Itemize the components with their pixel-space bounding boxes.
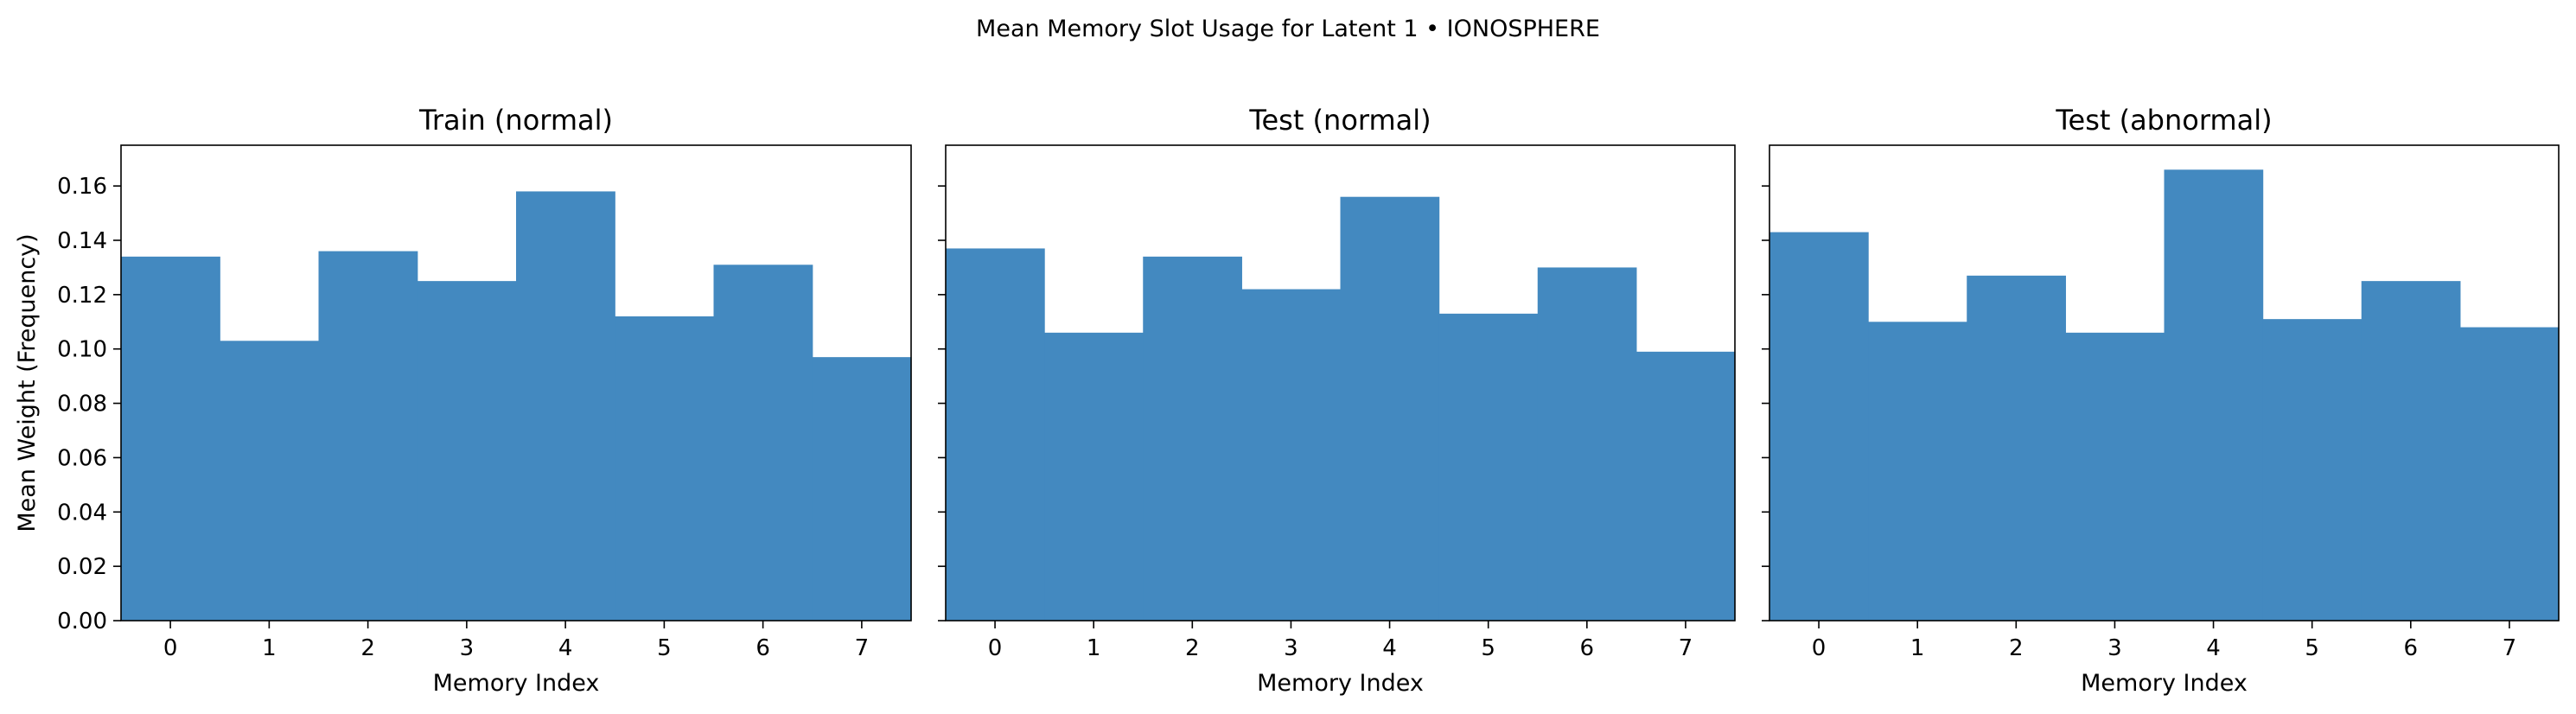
bar-7 <box>812 357 912 621</box>
y-axis-label: Mean Weight (Frequency) <box>14 233 41 532</box>
y-tick-label: 0.02 <box>57 554 107 580</box>
y-tick-label: 0.10 <box>57 337 107 363</box>
bar-7 <box>2459 327 2560 621</box>
y-tick-label: 0.04 <box>57 500 107 526</box>
bar-1 <box>1868 322 1967 621</box>
x-tick-label: 5 <box>657 635 672 661</box>
bar-1 <box>1044 332 1144 621</box>
x-tick-label: 4 <box>2206 635 2221 661</box>
bar-5 <box>1438 313 1539 621</box>
bar-0 <box>121 256 220 621</box>
x-tick-label: 1 <box>1087 635 1101 661</box>
x-tick-label: 6 <box>1580 635 1595 661</box>
figure-title: Mean Memory Slot Usage for Latent 1 • IO… <box>976 16 1600 42</box>
bar-4 <box>1340 196 1440 621</box>
x-axis-label: Memory Index <box>2081 670 2248 697</box>
x-tick-label: 6 <box>2404 635 2419 661</box>
panel-title: Test (abnormal) <box>2055 104 2272 137</box>
bar-3 <box>1241 289 1342 621</box>
x-tick-label: 6 <box>756 635 770 661</box>
x-tick-label: 2 <box>360 635 375 661</box>
x-tick-label: 3 <box>2107 635 2122 661</box>
y-tick-label: 0.14 <box>57 228 107 254</box>
x-tick-label: 2 <box>1185 635 1200 661</box>
x-tick-label: 0 <box>163 635 178 661</box>
plot-frame <box>945 144 1736 622</box>
bar-2 <box>1143 256 1242 621</box>
x-tick-label: 7 <box>2503 635 2517 661</box>
x-axis-label: Memory Index <box>433 670 600 697</box>
y-tick-label: 0.08 <box>57 392 107 418</box>
x-tick-label: 4 <box>1382 635 1397 661</box>
x-tick-label: 3 <box>460 635 475 661</box>
y-tick-label: 0.06 <box>57 445 107 471</box>
x-tick-label: 5 <box>2305 635 2319 661</box>
bar-5 <box>615 316 715 621</box>
bar-3 <box>2065 332 2165 621</box>
x-tick-label: 1 <box>1910 635 1925 661</box>
bar-2 <box>1967 275 2066 621</box>
y-tick-label: 0.12 <box>57 283 107 309</box>
bar-6 <box>1537 267 1637 621</box>
x-tick-label: 4 <box>558 635 573 661</box>
panel-title: Train (normal) <box>418 104 613 137</box>
bar-7 <box>1636 351 1736 621</box>
x-tick-label: 7 <box>1679 635 1693 661</box>
bar-6 <box>2361 281 2461 621</box>
chart-panels: Train (normal) 0 1 2 3 4 5 6 7 Memory Index 0.00 0.… <box>57 104 2560 697</box>
bar-3 <box>417 281 517 621</box>
x-axis-label: Memory Index <box>1257 670 1424 697</box>
panel-title: Test (normal) <box>1248 104 1431 137</box>
plot-frame <box>120 144 912 622</box>
bar-6 <box>713 265 813 621</box>
x-tick-label: 2 <box>2009 635 2024 661</box>
bar-4 <box>2164 169 2264 622</box>
x-tick-label: 5 <box>1481 635 1495 661</box>
bar-2 <box>318 251 418 621</box>
x-tick-label: 0 <box>988 635 1003 661</box>
plot-frame <box>1769 144 2560 622</box>
x-tick-label: 3 <box>1284 635 1298 661</box>
chart-panel-2: Test (abnormal) 0 1 2 3 4 5 6 7 Memory Index <box>1762 104 2560 697</box>
chart-panel-1: Test (normal) 0 1 2 3 4 5 6 7 Memory Index <box>938 104 1736 697</box>
bar-0 <box>1769 232 1869 621</box>
bar-4 <box>516 191 615 621</box>
bar-1 <box>220 341 320 621</box>
x-tick-label: 7 <box>855 635 870 661</box>
bar-0 <box>946 248 1045 621</box>
bar-5 <box>2262 319 2362 621</box>
chart-panel-0: Train (normal) 0 1 2 3 4 5 6 7 Memory Index 0.00 0.… <box>57 104 912 697</box>
x-tick-label: 1 <box>262 635 277 661</box>
y-tick-label: 0.00 <box>57 609 107 634</box>
x-tick-label: 0 <box>1812 635 1827 661</box>
y-tick-label: 0.16 <box>57 174 107 200</box>
